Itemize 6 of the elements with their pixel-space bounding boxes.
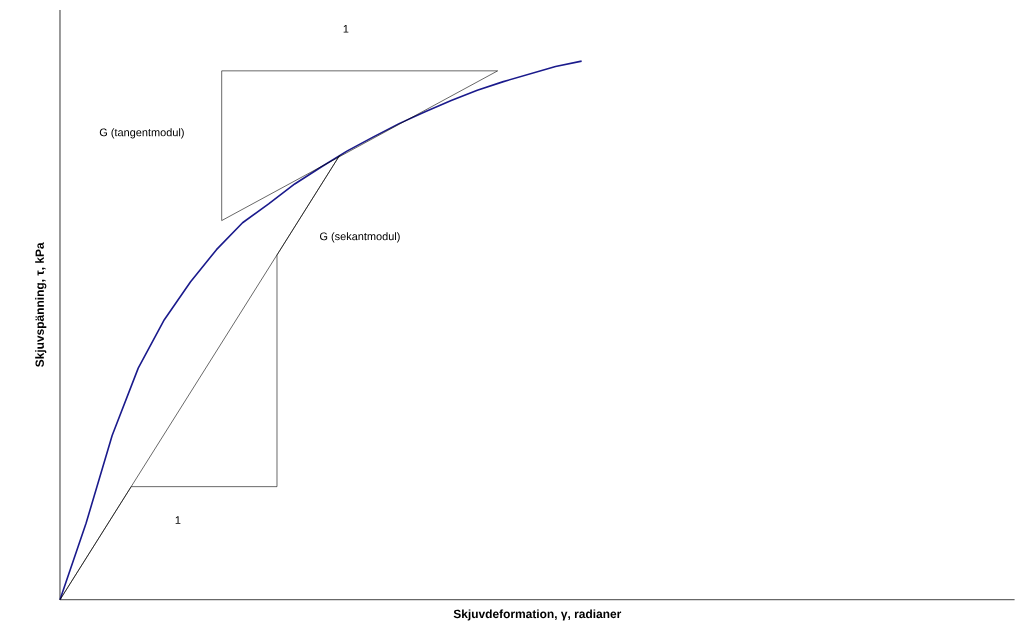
annotation: G (sekantmodul): [319, 232, 400, 243]
text: 1: [343, 25, 349, 33]
annotation: G (tangentmodul): [99, 128, 184, 139]
y-axis-title: Skjuvspänning, τ, kPa: [35, 242, 47, 368]
annotation: 1: [175, 516, 181, 524]
x-axis-title: Skjuvdeformation, γ, radianer: [453, 609, 622, 621]
